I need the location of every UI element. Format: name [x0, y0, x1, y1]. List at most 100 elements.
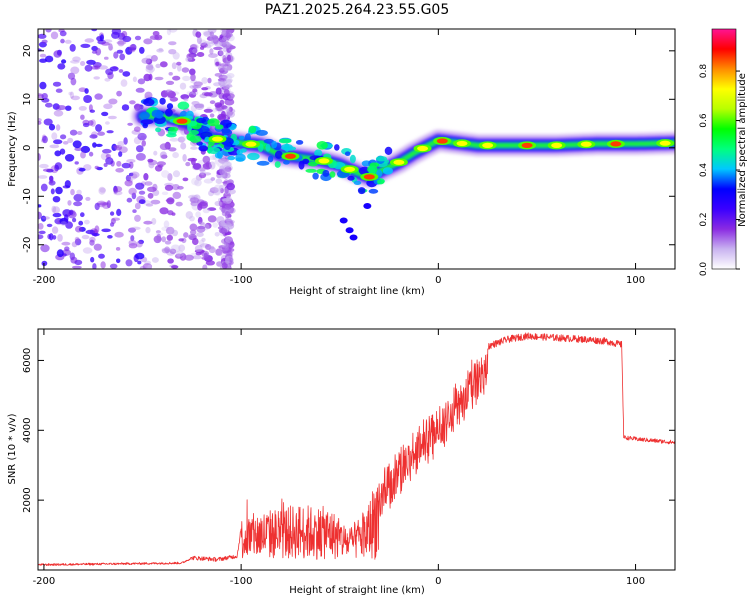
ridge-blob	[166, 103, 174, 110]
ridge-blob	[377, 179, 385, 185]
noise-speck	[144, 181, 153, 186]
noise-speck	[51, 226, 59, 234]
noise-speck	[53, 110, 64, 117]
noise-speck	[70, 66, 80, 75]
colorbar-tick-label: 0.0	[699, 262, 709, 277]
noise-speck	[52, 81, 62, 87]
noise-speck	[67, 137, 74, 143]
colorbar-scale	[711, 28, 737, 270]
noise-speck	[226, 44, 234, 50]
peak-core	[659, 140, 671, 146]
noise-speck	[41, 216, 50, 220]
noise-speck	[166, 29, 172, 36]
noise-speck	[221, 198, 232, 202]
noise-speck	[224, 222, 232, 231]
noise-speck	[103, 163, 108, 167]
noise-speck	[169, 137, 180, 142]
noise-speck	[110, 211, 115, 216]
x-tick-label: 100	[626, 275, 645, 286]
noise-speck	[161, 170, 170, 178]
noise-speck	[84, 219, 90, 225]
noise-speck	[209, 245, 215, 250]
noise-speck	[64, 154, 75, 162]
noise-speck	[55, 186, 63, 195]
noise-speck	[191, 177, 200, 186]
ridge-blob	[344, 151, 351, 156]
noise-speck	[205, 260, 215, 266]
noise-speck	[122, 71, 131, 77]
noise-speck	[214, 184, 224, 191]
noise-speck	[94, 65, 101, 70]
noise-speck	[129, 100, 136, 105]
noise-speck	[214, 232, 220, 237]
noise-speck	[48, 123, 56, 131]
noise-speck	[179, 82, 187, 90]
noise-speck	[50, 188, 55, 195]
peak-core	[245, 141, 257, 147]
noise-speck	[151, 217, 157, 225]
noise-speck	[128, 187, 137, 195]
noise-speck	[78, 167, 86, 172]
noise-speck	[219, 187, 224, 194]
noise-speck	[130, 171, 140, 179]
noise-speck	[49, 176, 54, 184]
noise-speck	[219, 49, 225, 56]
noise-speck	[153, 150, 158, 156]
noise-speck	[178, 238, 184, 242]
noise-speck	[83, 95, 92, 103]
noise-speck	[80, 145, 91, 154]
noise-speck	[167, 173, 173, 182]
noise-speck	[86, 59, 96, 65]
noise-speck	[171, 212, 176, 216]
noise-speck	[221, 110, 226, 118]
noise-speck	[217, 163, 228, 168]
noise-speck	[113, 186, 123, 193]
x-tick-label: -100	[230, 275, 253, 286]
noise-speck	[196, 52, 205, 57]
noise-speck	[38, 175, 48, 179]
noise-speck	[181, 135, 187, 142]
ridge-blob	[221, 129, 233, 136]
peak-core	[393, 159, 405, 165]
noise-speck	[224, 205, 232, 210]
noise-speck	[115, 168, 124, 173]
noise-speck	[94, 165, 100, 170]
noise-speck	[222, 168, 231, 176]
noise-speck	[159, 151, 167, 159]
noise-speck	[217, 78, 227, 82]
noise-speck	[117, 40, 125, 47]
noise-speck	[89, 109, 96, 113]
ridge-blob	[189, 129, 199, 136]
noise-speck	[223, 239, 230, 247]
ridge-blob	[368, 188, 379, 194]
peak-core	[551, 142, 563, 148]
noise-speck	[182, 177, 189, 182]
noise-speck	[57, 63, 66, 70]
noise-speck	[200, 46, 205, 50]
noise-speck	[212, 222, 218, 228]
ridge-blob	[382, 167, 393, 175]
noise-speck	[205, 44, 212, 49]
noise-speck	[78, 106, 87, 111]
x-tick-label: 0	[435, 576, 441, 587]
noise-speck	[98, 253, 105, 259]
peak-core	[344, 166, 356, 172]
noise-speck	[158, 47, 163, 52]
noise-speck	[111, 29, 122, 35]
noise-speck	[184, 254, 194, 261]
noise-speck	[225, 255, 234, 264]
peak-core	[284, 153, 296, 159]
noise-speck	[214, 200, 222, 207]
noise-speck	[196, 36, 202, 45]
noise-speck	[186, 57, 193, 61]
noise-speck	[134, 35, 142, 41]
noise-speck	[161, 191, 169, 196]
snr-y-label: SNR (10 * v/v)	[7, 413, 18, 484]
noise-speck	[95, 47, 102, 56]
noise-speck	[38, 153, 41, 161]
noise-speck	[125, 259, 133, 267]
noise-speck	[154, 76, 164, 81]
noise-speck	[155, 63, 161, 69]
noise-speck	[188, 91, 197, 98]
noise-speck	[45, 29, 52, 33]
